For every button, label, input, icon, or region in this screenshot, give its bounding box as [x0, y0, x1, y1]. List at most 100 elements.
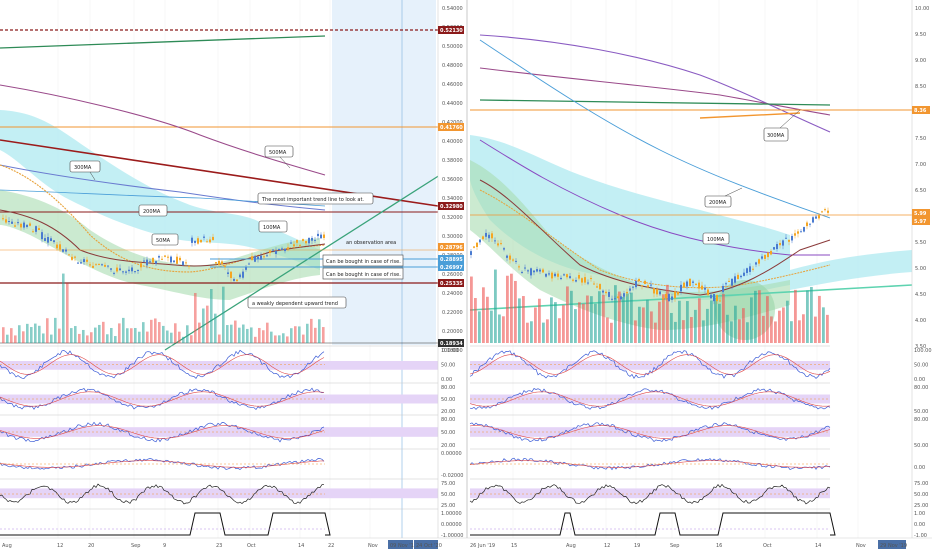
left-volume-bar — [226, 325, 229, 343]
right-annotation-ma300: 300MA — [763, 109, 801, 142]
right-candle — [563, 274, 565, 276]
left-price-tag: 0.26997 — [440, 265, 463, 271]
left-volume-bar — [266, 322, 269, 343]
left-indicator-axis-label: 50.00 — [441, 363, 455, 369]
left-volume-bar — [138, 331, 141, 343]
right-price-label: 6.50 — [915, 188, 926, 194]
left-volume-bar — [90, 332, 93, 343]
left-volume-bar — [258, 327, 261, 343]
right-time-label: Nov — [856, 543, 866, 549]
left-time-tag: 24 Oct '20 — [416, 543, 442, 549]
right-volume-bar — [674, 321, 677, 343]
right-volume-bar — [722, 293, 725, 343]
left-price-tag-bg — [438, 26, 464, 34]
right-indicator-axis-label: 50.00 — [914, 492, 928, 498]
left-price-tag: 0.28796 — [440, 245, 463, 251]
annotation-rise2-text: Can be bought in case of rise. — [326, 272, 401, 278]
right-price-tag-bg — [912, 217, 930, 225]
right-time-label: 14 — [815, 543, 821, 549]
right-candle — [515, 260, 517, 262]
left-indicator-axis-label: 80.00 — [441, 385, 455, 391]
left-candle — [59, 244, 61, 250]
right-price-tag-bg — [912, 106, 930, 114]
right-candle — [482, 236, 484, 240]
left-indicator-signal — [0, 425, 325, 439]
left-candle — [206, 241, 208, 243]
right-candle — [791, 235, 793, 241]
left-price-label: 0.24000 — [442, 291, 463, 297]
right-candle — [785, 237, 787, 239]
right-candle — [494, 240, 496, 242]
left-candle — [83, 259, 85, 263]
right-indicator-axis-label: 25.00 — [914, 503, 928, 509]
right-candle — [680, 284, 682, 292]
left-candle — [188, 265, 190, 267]
right-time-tag: 29 Nov '19 — [880, 543, 907, 549]
right-volume-bar — [510, 273, 513, 343]
right-indicator-axis-label: 80.00 — [914, 417, 928, 423]
annotation-ma50: 50MA — [151, 233, 179, 246]
right-price-axis[interactable]: 10.009.509.008.508.007.507.006.506.005.5… — [911, 0, 932, 550]
left-candle — [227, 272, 229, 274]
left-candle — [242, 271, 244, 278]
right-volume-bar — [634, 320, 637, 343]
right-volume-bar — [666, 284, 669, 343]
left-price-tag-bg — [438, 339, 464, 347]
right-candle — [473, 246, 475, 248]
right-chart-pane[interactable]: 300MA 200MA 100MA — [466, 0, 913, 550]
left-candle — [287, 247, 289, 250]
left-candle — [38, 228, 40, 231]
right-volume-bar — [734, 305, 737, 343]
left-volume-bar — [62, 273, 65, 343]
right-price-label: 9.00 — [915, 58, 926, 64]
right-candle — [782, 240, 784, 246]
right-ma300b-curve — [479, 67, 831, 116]
right-price-tag: 8.36 — [914, 108, 927, 114]
left-price-axis[interactable]: 0.540000.520000.500000.480000.460000.440… — [437, 0, 466, 550]
right-candle — [821, 211, 823, 213]
left-candle — [95, 264, 97, 266]
left-candle — [281, 248, 283, 250]
left-candle — [248, 263, 250, 265]
left-chart-pane[interactable]: 500MA 300MA 200MA The most important tre… — [0, 0, 441, 538]
right-candle — [758, 259, 760, 264]
left-candle — [185, 262, 187, 264]
right-volume-bar — [598, 291, 601, 343]
left-volume-bar — [270, 331, 273, 343]
left-candle — [17, 222, 19, 224]
right-volume-bar — [754, 290, 757, 343]
left-price-tag: 0.18934 — [440, 341, 463, 347]
time-axis[interactable]: Aug 12 20 Sep 9 23 Oct 14 22 Nov 26 Jun '19 15 Aug 12… — [0, 537, 932, 550]
left-candle — [101, 264, 103, 266]
right-volume-bar — [814, 316, 817, 343]
right-volume-bar — [810, 286, 813, 343]
left-candle — [263, 256, 265, 258]
right-volume-bar — [718, 303, 721, 343]
left-candle — [47, 237, 49, 243]
right-candle — [662, 298, 664, 300]
right-volume-bars — [470, 269, 829, 343]
left-volume-bar — [282, 333, 285, 343]
right-candle — [695, 283, 697, 286]
right-green-band — [470, 160, 790, 330]
right-volume-bar — [490, 310, 493, 343]
right-candle — [641, 285, 643, 287]
right-candle — [644, 280, 646, 285]
right-candle — [743, 272, 745, 276]
annotation-ma500: 500MA — [264, 145, 294, 169]
right-indicator-axis-label: 0.00 — [914, 377, 925, 383]
left-volume-bar — [198, 322, 201, 343]
left-indicator-axis-label: 80.00 — [441, 417, 455, 423]
annotation-ma200: 200MA — [138, 204, 168, 217]
left-indicator-axis-label: 0.00 — [441, 377, 452, 383]
right-candle — [797, 231, 799, 234]
right-candle — [512, 259, 514, 261]
left-candle — [62, 249, 64, 252]
right-candle — [689, 278, 691, 287]
right-candle — [764, 254, 766, 259]
right-candle — [572, 279, 574, 281]
left-candle — [236, 279, 238, 282]
right-volume-bar — [802, 314, 805, 343]
left-volume-bar — [322, 327, 325, 343]
